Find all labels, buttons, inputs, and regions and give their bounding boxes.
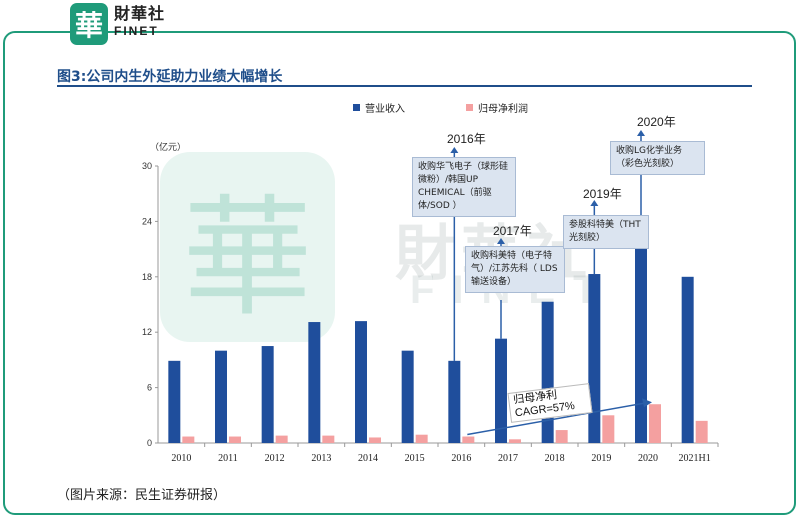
x-tick-label: 2011 [218, 453, 238, 464]
x-tick-label: 2020 [638, 453, 658, 464]
bar-profit [602, 415, 615, 443]
bar-profit [555, 430, 568, 443]
bar-profit [369, 437, 381, 443]
bar-profit [649, 404, 661, 443]
legend-swatch-revenue [353, 104, 360, 111]
annotation-year-2019: 2019年 [583, 187, 622, 201]
bar-revenue [168, 360, 181, 443]
annotation-year-2016: 2016年 [447, 132, 486, 146]
y-tick-label: 12 [142, 327, 152, 337]
x-tick-label: 2016 [451, 453, 471, 464]
y-tick-label: 18 [142, 272, 152, 282]
x-tick-label: 2018 [545, 453, 565, 464]
figure-title: 图3:公司内生外延助力业绩大幅增长 [57, 69, 283, 85]
figure-frame [3, 31, 796, 515]
annotation-head-2016 [450, 147, 459, 153]
bar-revenue [448, 360, 461, 443]
bar-revenue [215, 350, 227, 443]
watermark-seal: 華 [160, 152, 335, 342]
bar-profit [509, 439, 521, 443]
bar-profit [229, 436, 241, 443]
bar-profit [462, 436, 475, 443]
legend-profit: 归母净利润 [466, 100, 528, 115]
x-tick-label: 2013 [311, 453, 331, 464]
brand-name-cn: 財華社 [114, 4, 166, 23]
title-divider [57, 85, 752, 87]
x-tick-label: 2019 [591, 453, 611, 464]
bar-revenue [588, 274, 601, 443]
annotation-box-2020: 收购LG化学业务（彩色光刻胶） [610, 141, 705, 175]
y-tick-label: 30 [142, 161, 152, 171]
bar-revenue [681, 276, 694, 443]
annotation-box-2019: 参股科特美（THT光刻胶） [563, 215, 649, 249]
annotation-head-2020 [637, 130, 645, 136]
annotation-box-2017: 收购科美特（电子特气）/江苏先科（ LDS输送设备） [465, 246, 565, 293]
x-tick-label: 2010 [171, 453, 191, 464]
bar-profit [322, 435, 335, 443]
y-tick-label: 24 [142, 216, 152, 226]
y-axis-unit-label: （亿元） [150, 141, 186, 152]
finet-logo: 華 [70, 3, 108, 45]
annotation-head-2019 [590, 200, 599, 206]
annotation-head-2017 [497, 238, 505, 244]
figure-source: （图片来源：民生证券研报） [57, 488, 227, 503]
x-tick-label: 2015 [405, 453, 425, 464]
legend-label-profit: 归母净利润 [478, 104, 528, 115]
bar-profit [695, 420, 708, 443]
bar-revenue [635, 233, 647, 443]
x-tick-label: 2017 [498, 453, 518, 464]
bar-profit [182, 436, 195, 443]
bar-revenue [401, 350, 414, 443]
brand-name-en: FINET [114, 24, 159, 38]
legend-label-revenue: 营业收入 [365, 104, 405, 115]
bar-profit [275, 435, 288, 443]
bar-revenue [308, 322, 321, 443]
watermark-seal-glyph: 華 [182, 182, 313, 334]
legend-revenue: 营业收入 [353, 100, 405, 115]
x-tick-label: 2014 [358, 453, 378, 464]
bar-revenue [541, 301, 554, 443]
bar-revenue [261, 346, 274, 443]
bar-profit [415, 434, 428, 443]
bar-revenue [495, 338, 507, 443]
y-tick-label: 6 [147, 383, 152, 393]
legend-swatch-profit [466, 104, 473, 111]
annotation-year-2020: 2020年 [637, 115, 676, 129]
logo-glyph: 華 [74, 9, 103, 42]
annotation-year-2017: 2017年 [493, 224, 532, 238]
cagr-arrow-line [467, 402, 645, 436]
x-tick-label: 2021H1 [679, 453, 711, 464]
brand-name: 財華社 FINET [114, 4, 166, 38]
x-tick-label: 2012 [265, 453, 285, 464]
y-tick-label: 0 [147, 438, 152, 448]
bar-revenue [355, 321, 367, 443]
annotation-box-2016: 收购华飞电子（球形硅微粉）/韩国UP CHEMICAL（前驱体/SOD ） [412, 157, 516, 217]
cagr-arrow-head [642, 398, 652, 408]
